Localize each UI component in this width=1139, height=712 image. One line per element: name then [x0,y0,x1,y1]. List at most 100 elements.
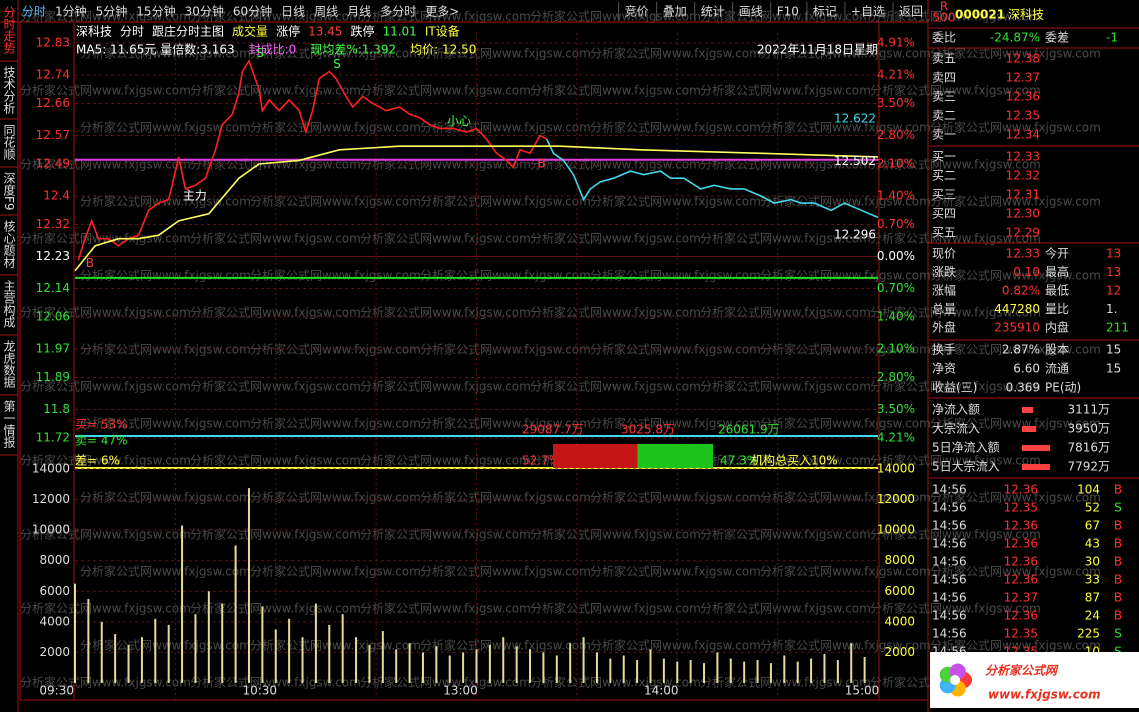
toolbar-button[interactable]: 统计 [701,5,725,19]
watermark: 分析家公式网www.fxjgsw.com [930,564,1101,579]
net-amount: 3025.8万 [621,423,675,437]
buy-bar [553,444,638,468]
pct-tick-label: 1.40% [877,189,915,203]
watermark: 分析家公式网www.fxjgsw.com [20,305,191,320]
volume-bar [127,644,130,683]
flow-bar [1022,407,1034,413]
toolbar-tab[interactable]: 月线 [347,5,371,19]
quote-label: 涨跌 [932,264,956,279]
chart-header-item: 深科技 [76,25,112,39]
watermark: 分析家公式网www.fxjgsw.com [930,490,1101,505]
side-tab[interactable]: 主营构成 [2,280,16,329]
toolbar-tab[interactable]: 多分时 [380,5,416,19]
toolbar-button[interactable]: +自选 [851,5,885,19]
toolbar-tab[interactable]: 5分钟 [96,4,128,19]
volume-bar [836,660,839,683]
price-tick-label: 12.06 [36,310,70,324]
quote-label: 内盘 [1045,320,1069,335]
tick-price: 12.36 [1004,609,1038,623]
toolbar-button[interactable]: F10 [777,5,799,19]
watermark: 分析家公式网www.fxjgsw.com [930,416,1101,431]
x-tick-label: 14:00 [644,684,679,698]
price-tick-label: 12.74 [36,68,70,82]
volume-bar [462,652,465,683]
side-tab[interactable]: 深度F9 [2,172,16,211]
toolbar-tab[interactable]: 周线 [314,5,338,19]
volume-bar [729,658,732,683]
watermark: 分析家公式网www.fxjgsw.com [700,231,871,246]
side-tab[interactable]: 龙虎数据 [2,340,16,389]
price-tick-label: 12.57 [36,128,70,142]
toolbar-button[interactable]: 返回 [899,5,923,19]
tick-side: S [1114,501,1122,515]
watermark: 分析家公式网www.fxjgsw.com [360,453,531,468]
side-tab[interactable]: 第一情报 [2,400,16,449]
tick-price: 12.35 [1004,501,1038,515]
bid-label: 买二 [932,169,956,183]
price-tick-label: 12.14 [36,281,70,295]
tick-price: 12.36 [1004,519,1038,533]
side-tab[interactable]: 核心题材 [2,220,16,268]
watermark: 分析家公式网www.fxjgsw.com [250,46,421,61]
side-tab[interactable]: 分时走势 [2,6,16,54]
quote-label: 总量 [932,302,956,316]
level-label: 12.502 [834,154,876,168]
quote-value: 15 [1106,343,1121,357]
quote-label: 外盘 [932,320,956,335]
ask-label: 卖四 [932,71,956,85]
x-tick-label: 10:30 [242,684,277,698]
toolbar-button[interactable]: 竞价 [625,5,649,19]
watermark: 分析家公式网www.fxjgsw.com [250,638,421,653]
watermark: 分析家公式网www.fxjgsw.com [20,9,191,24]
tick-price: 12.36 [1004,555,1038,569]
toolbar-button[interactable]: 画线 [739,5,763,19]
pct-tick-label: 2.80% [877,128,915,142]
side-tab[interactable]: 同花顺 [2,124,16,160]
price-tick-label: 11.8 [43,402,70,416]
flow-label: 5日大宗流入 [932,459,1000,474]
sell-pct: 47.3% [720,454,758,468]
toolbar-tab[interactable]: 1分钟 [55,4,87,19]
bid-price: 12.31 [1006,188,1040,202]
quote-label: 委比 [932,31,956,45]
watermark: 分析家公式网www.fxjgsw.com [20,601,191,616]
volume-bar [100,621,103,683]
toolbar-tab[interactable]: 更多> [425,5,459,19]
flow-value: 7816万 [1067,441,1110,455]
price-tick-label: 12.4 [43,189,70,203]
flow-bar [1022,445,1050,451]
quote-value: 12.33 [1006,247,1040,261]
toolbar-tab[interactable]: 60分钟 [233,4,272,19]
watermark: 分析家公式网www.fxjgsw.com [530,305,701,320]
watermark: 分析家公式网www.fxjgsw.com [530,527,701,542]
ask-label: 卖五 [932,52,956,66]
toolbar-button[interactable]: 叠加 [663,5,687,19]
flow-value: 3950万 [1067,422,1110,436]
volume-bar [140,637,143,683]
watermark: 分析家公式网www.fxjgsw.com [930,46,1101,61]
watermark: 分析家公式网www.fxjgsw.com [700,453,871,468]
bid-label: 买三 [932,188,956,202]
toolbar-tab[interactable]: 30分钟 [185,4,224,19]
pct-tick-label: 4.91% [877,36,915,50]
toolbar-tab[interactable]: 分时 [22,5,46,19]
chart-header-item: 分时 [120,25,144,39]
price-line [77,58,548,261]
volume-bar [154,618,157,683]
volume-bar [502,637,505,683]
watermark: 分析家公式网www.fxjgsw.com [420,120,591,135]
volume-bar [234,545,237,683]
signal-label: S [256,46,264,60]
toolbar-tab[interactable]: 15分钟 [136,4,175,19]
quote-label: 换手 [932,343,956,357]
toolbar-tab[interactable]: 日线 [281,5,305,19]
volume-bar [850,643,853,683]
side-tab[interactable]: 技术分析 [2,66,16,115]
watermark: 分析家公式网www.fxjgsw.com [360,675,531,690]
watermark: 分析家公式网www.fxjgsw.com [870,453,1041,468]
volume-bar [435,646,438,683]
toolbar-button[interactable]: 标记 [813,5,837,19]
volume-tick-label: 14000 [32,462,70,476]
volume-tick-label-right: 8000 [884,553,915,567]
quote-label: 量比 [1045,302,1069,316]
